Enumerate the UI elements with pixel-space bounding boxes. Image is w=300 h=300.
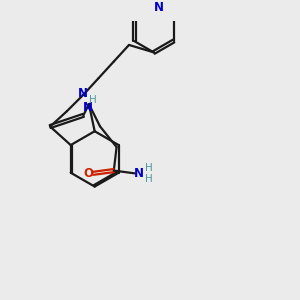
Text: N: N	[154, 1, 164, 13]
Text: N: N	[82, 101, 92, 114]
Text: N: N	[78, 87, 88, 100]
Text: H: H	[145, 163, 153, 173]
Text: H: H	[89, 95, 97, 105]
Text: N: N	[134, 167, 144, 180]
Text: H: H	[145, 174, 153, 184]
Text: O: O	[83, 167, 93, 180]
